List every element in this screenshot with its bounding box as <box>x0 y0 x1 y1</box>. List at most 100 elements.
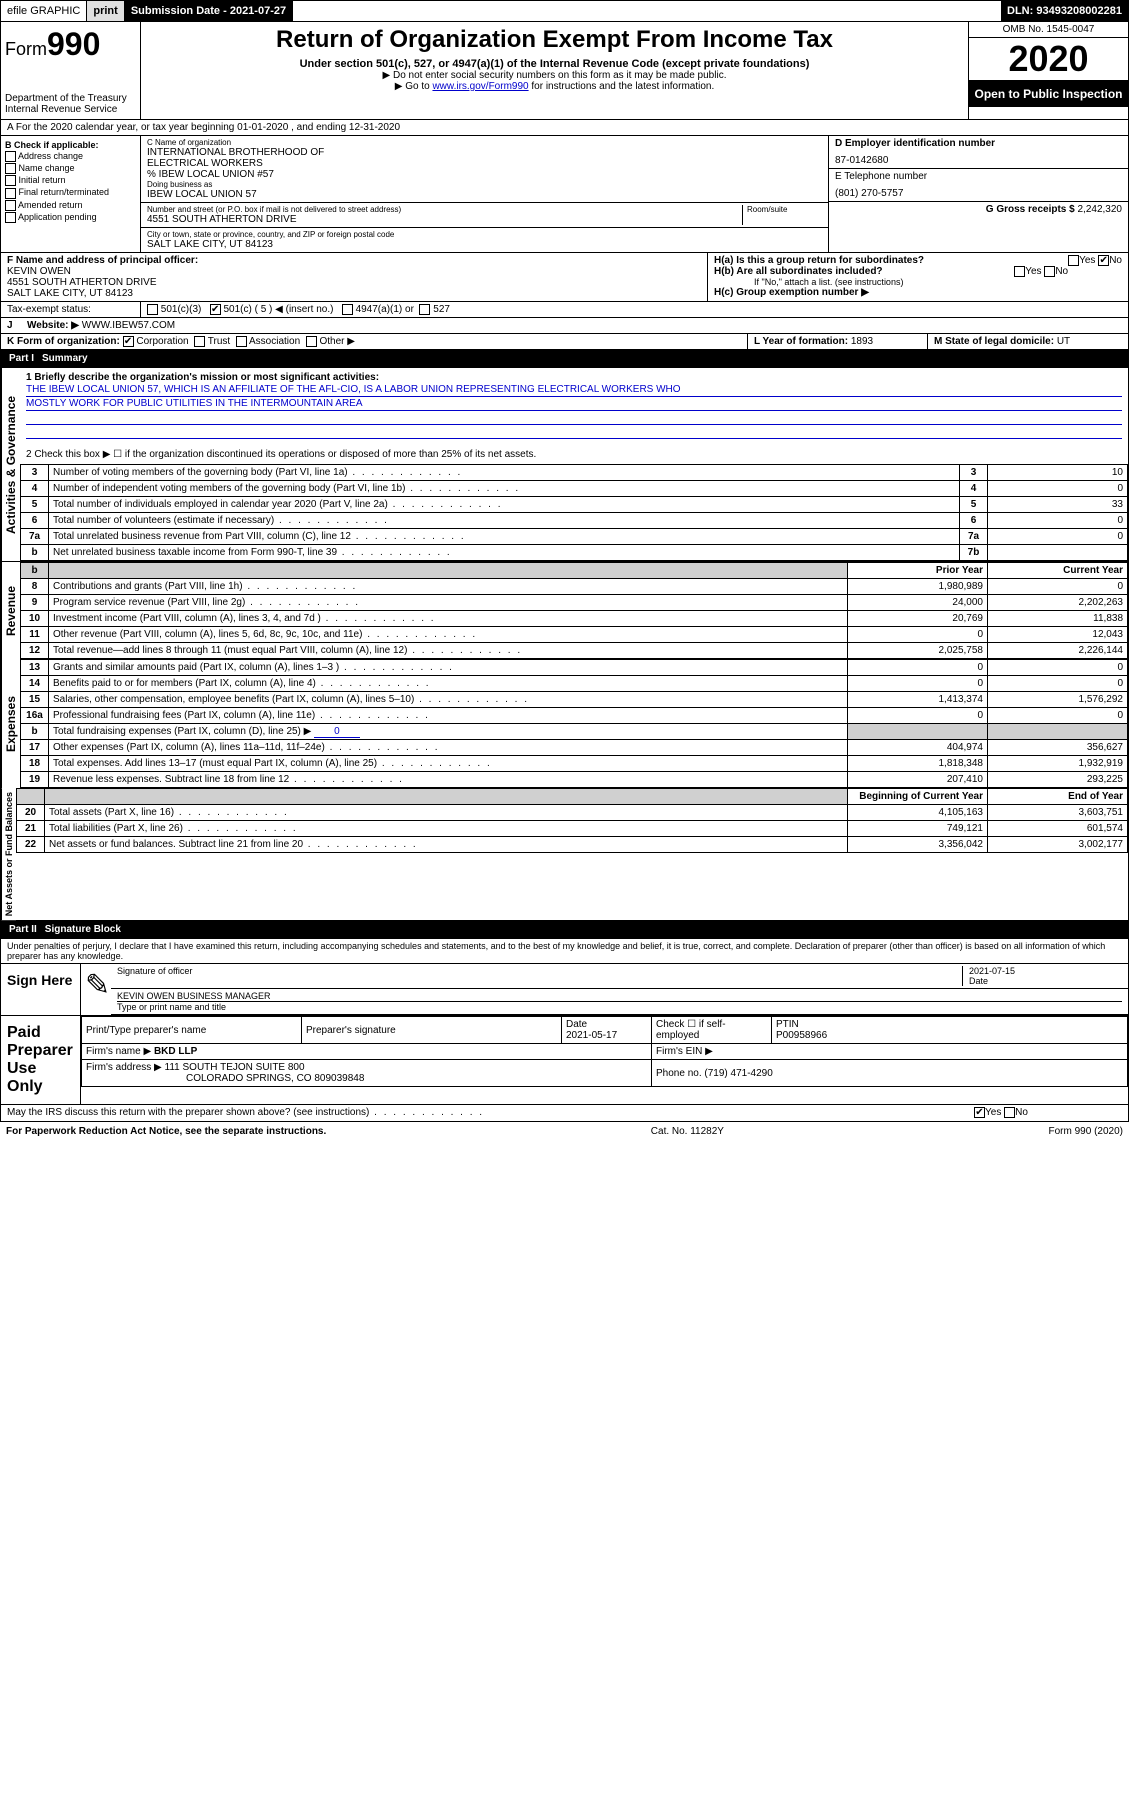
city-label: City or town, state or province, country… <box>147 230 822 239</box>
header-left: Form990 Department of the Treasury Inter… <box>1 22 141 119</box>
form-number: 990 <box>47 26 100 62</box>
paid-preparer-block: Paid Preparer Use Only Print/Type prepar… <box>0 1016 1129 1105</box>
py-header: Prior Year <box>848 563 988 579</box>
mission-line-2: MOSTLY WORK FOR PUBLIC UTILITIES IN THE … <box>26 397 1122 411</box>
box-b-label: B Check if applicable: <box>5 140 136 150</box>
hb-note: If "No," attach a list. (see instruction… <box>714 277 1122 287</box>
website-label: Website: ▶ <box>27 320 79 331</box>
row-klm: K Form of organization: ✔ Corporation Tr… <box>0 334 1129 350</box>
chk-final[interactable]: Final return/terminated <box>5 187 136 198</box>
gross-val: 2,242,320 <box>1078 204 1123 215</box>
part2-header: Part II Signature Block <box>0 921 1129 939</box>
block-bcd: B Check if applicable: Address change Na… <box>0 136 1129 253</box>
chk-pending[interactable]: Application pending <box>5 212 136 223</box>
box-b: B Check if applicable: Address change Na… <box>1 136 141 252</box>
cy-header: Current Year <box>988 563 1128 579</box>
discuss-label: May the IRS discuss this return with the… <box>7 1107 484 1118</box>
q2: 2 Check this box ▶ ☐ if the organization… <box>26 449 1122 460</box>
irs-link[interactable]: www.irs.gov/Form990 <box>432 81 528 92</box>
mission-line-4 <box>26 425 1122 439</box>
table-expenses: 13Grants and similar amounts paid (Part … <box>20 659 1128 788</box>
q1-label: 1 Briefly describe the organization's mi… <box>26 372 1122 383</box>
subtitle-3-pre: ▶ Go to <box>395 81 433 92</box>
form-prefix: Form <box>5 39 47 59</box>
mission-line-1: THE IBEW LOCAL UNION 57, WHICH IS AN AFF… <box>26 383 1122 397</box>
chk-name-change[interactable]: Name change <box>5 163 136 174</box>
row-i: Tax-exempt status: 501(c)(3) ✔ 501(c) ( … <box>0 302 1129 318</box>
tax-status-label: Tax-exempt status: <box>1 302 141 317</box>
table-revenue: b Prior Year Current Year 8Contributions… <box>20 562 1128 659</box>
mission-line-3 <box>26 411 1122 425</box>
chk-initial[interactable]: Initial return <box>5 175 136 186</box>
city: SALT LAKE CITY, UT 84123 <box>147 239 822 250</box>
sign-here-label: Sign Here <box>1 964 81 1015</box>
hc-label: H(c) Group exemption number ▶ <box>714 287 869 298</box>
paid-label: Paid Preparer Use Only <box>1 1016 81 1104</box>
officer-name: KEVIN OWEN <box>7 266 701 277</box>
print-button[interactable]: print <box>87 1 124 21</box>
officer-name-title: KEVIN OWEN BUSINESS MANAGER <box>117 991 1122 1002</box>
section-revenue: Revenue b Prior Year Current Year 8Contr… <box>0 561 1129 659</box>
hb-label: H(b) Are all subordinates included? <box>714 266 883 277</box>
tax-year: 2020 <box>969 38 1128 81</box>
section-ag: Activities & Governance 1 Briefly descri… <box>0 368 1129 561</box>
part2-title: Signature Block <box>45 924 121 935</box>
sign-here-block: Sign Here ✎ Signature of officer 2021-07… <box>0 964 1129 1016</box>
dept-label: Department of the Treasury <box>5 93 136 104</box>
part1-header: Part I Summary <box>0 350 1129 368</box>
chk-amended[interactable]: Amended return <box>5 200 136 211</box>
website: WWW.IBEW57.COM <box>82 320 175 331</box>
officer-addr1: 4551 SOUTH ATHERTON DRIVE <box>7 277 701 288</box>
ha-label: H(a) Is this a group return for subordin… <box>714 255 924 266</box>
org-name-2: ELECTRICAL WORKERS <box>147 158 822 169</box>
form-header: Form990 Department of the Treasury Inter… <box>0 22 1129 120</box>
m-val: UT <box>1057 336 1070 347</box>
pen-icon: ✎ <box>81 964 111 1015</box>
row-a: A For the 2020 calendar year, or tax yea… <box>0 120 1129 136</box>
k-label: K Form of organization: <box>7 336 120 347</box>
omb-number: OMB No. 1545-0047 <box>969 22 1128 38</box>
footer-right: Form 990 (2020) <box>1049 1126 1123 1137</box>
section-netassets: Net Assets or Fund Balances Beginning of… <box>0 788 1129 921</box>
section-expenses: Expenses 13Grants and similar amounts pa… <box>0 659 1129 788</box>
org-name-1: INTERNATIONAL BROTHERHOOD OF <box>147 147 822 158</box>
box-deg: D Employer identification number 87-0142… <box>828 136 1128 252</box>
side-na: Net Assets or Fund Balances <box>1 788 16 920</box>
subtitle-2: ▶ Do not enter social security numbers o… <box>149 70 960 81</box>
sig-date-label: Date <box>969 976 1122 986</box>
open-public: Open to Public Inspection <box>969 81 1128 107</box>
dln-label: DLN: 93493208002281 <box>1001 1 1128 21</box>
officer-label: F Name and address of principal officer: <box>7 255 701 266</box>
ein-label: D Employer identification number <box>835 138 1122 149</box>
chk-address-change[interactable]: Address change <box>5 151 136 162</box>
sig-date: 2021-07-15 <box>969 966 1122 976</box>
room-label: Room/suite <box>747 205 822 214</box>
m-label: M State of legal domicile: <box>934 336 1054 347</box>
part1-title: Summary <box>42 353 88 364</box>
header-right: OMB No. 1545-0047 2020 Open to Public In… <box>968 22 1128 119</box>
phone: (801) 270-5757 <box>835 188 1122 199</box>
subtitle-3-post: for instructions and the latest informat… <box>531 81 714 92</box>
row-j: J Website: ▶ WWW.IBEW57.COM <box>0 318 1129 334</box>
row-fh: F Name and address of principal officer:… <box>0 253 1129 302</box>
ein: 87-0142680 <box>835 155 1122 166</box>
gross-label: G Gross receipts $ <box>986 204 1075 215</box>
na-hdr2: End of Year <box>988 789 1128 805</box>
part1-num: Part I <box>9 353 42 364</box>
efile-label: efile GRAPHIC <box>1 1 87 21</box>
side-exp: Expenses <box>1 659 20 788</box>
officer-addr2: SALT LAKE CITY, UT 84123 <box>7 288 701 299</box>
dba: IBEW LOCAL UNION 57 <box>147 189 822 200</box>
table-netassets: Beginning of Current Year End of Year 20… <box>16 788 1128 853</box>
box-c: C Name of organization INTERNATIONAL BRO… <box>141 136 828 252</box>
footer-left: For Paperwork Reduction Act Notice, see … <box>6 1126 326 1137</box>
j-label: J <box>1 318 21 333</box>
irs-label: Internal Revenue Service <box>5 104 136 115</box>
l-val: 1893 <box>851 336 873 347</box>
part2-num: Part II <box>9 924 45 935</box>
addr: 4551 SOUTH ATHERTON DRIVE <box>147 214 742 225</box>
sig-officer-label: Signature of officer <box>117 966 962 986</box>
page-footer: For Paperwork Reduction Act Notice, see … <box>0 1122 1129 1141</box>
org-care: % IBEW LOCAL UNION #57 <box>147 169 822 180</box>
na-hdr1: Beginning of Current Year <box>848 789 988 805</box>
